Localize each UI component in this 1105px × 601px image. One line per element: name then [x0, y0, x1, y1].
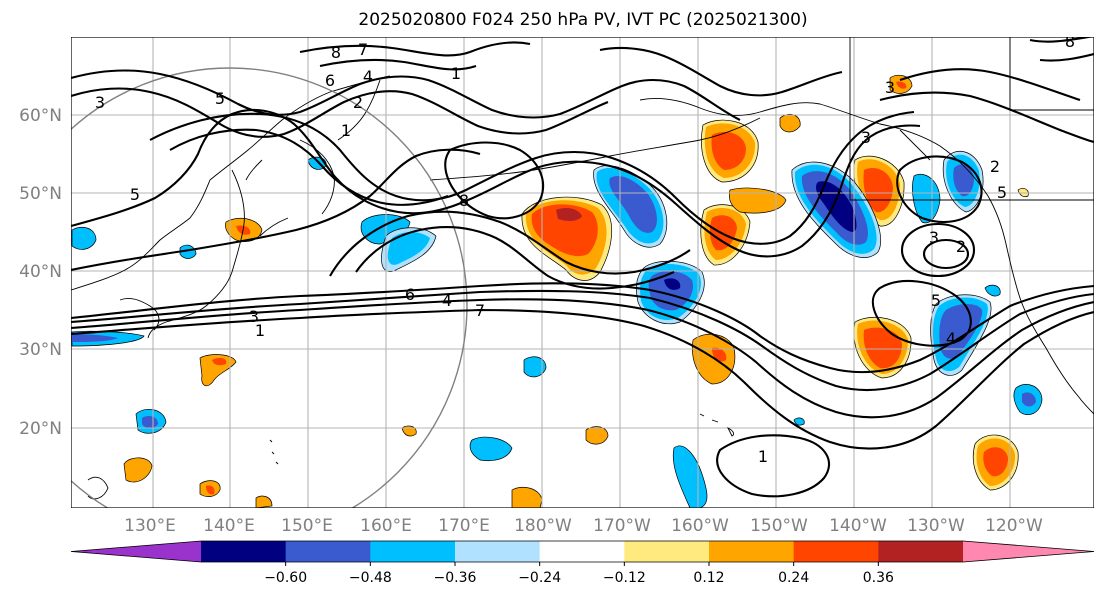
contour-label: 8	[1065, 32, 1075, 51]
colorbar-segment	[455, 541, 541, 562]
colorbar-tick-label: −0.12	[603, 570, 646, 586]
lon-label: 130°E	[124, 516, 176, 536]
lat-label: 60°N	[19, 106, 62, 126]
colorbar-segment	[539, 541, 625, 562]
contour-label: 7	[475, 301, 485, 320]
contour-label: 5	[997, 183, 1007, 202]
contour-label: 2	[353, 93, 363, 112]
contour-label: 3	[249, 307, 259, 326]
lat-label: 20°N	[19, 419, 62, 439]
colorbar-segment	[709, 541, 795, 562]
colorbar-tick-label: 0.12	[693, 570, 724, 586]
map-panel: 8 7 6 4 5 3 2 1 8 6 4 7 3 1 5 3 3 2 5 4 …	[71, 32, 1094, 508]
lon-label: 170°E	[438, 516, 490, 536]
colorbar-segment	[624, 541, 710, 562]
lon-label: 130°W	[907, 516, 965, 536]
contour-label: 7	[358, 40, 368, 59]
lon-label: 150°W	[750, 516, 808, 536]
colorbar-outline	[70, 540, 1095, 563]
colorbar: −0.60 −0.48 −0.36 −0.24 −0.12 0.12 0.24 0.36	[70, 540, 1095, 586]
lon-label: 160°E	[360, 516, 412, 536]
contour-label-layer: 8 7 6 4 5 3 2 1 8 6 4 7 3 1 5 3 3 2 5 4 …	[95, 32, 1075, 466]
contour-lines	[71, 37, 1094, 498]
contour-label: 1	[451, 64, 461, 83]
contour-label: 2	[956, 237, 966, 256]
colorbar-tick-label: −0.24	[518, 570, 561, 586]
colorbar-tick-label: 0.24	[778, 570, 809, 586]
contour-label: 4	[442, 291, 452, 310]
lon-label: 120°W	[985, 516, 1043, 536]
contour-label: 3	[95, 93, 105, 112]
colorbar-extend-low	[71, 541, 201, 562]
colorbar-segment	[285, 541, 371, 562]
lon-label: 170°W	[593, 516, 651, 536]
contour-label: 4	[946, 329, 956, 348]
lon-label: 160°W	[671, 516, 729, 536]
figure-title: 2025020800 F024 250 hPa PV, IVT PC (2025…	[358, 10, 807, 30]
contour-label: 1	[758, 447, 768, 466]
contour-label: 1	[341, 121, 351, 140]
pv-shading-layer	[71, 74, 1043, 508]
colorbar-segment	[370, 541, 456, 562]
contour-label: 5	[215, 89, 225, 108]
contour-label: 6	[405, 285, 415, 304]
colorbar-segment	[878, 541, 964, 562]
contour-label: 8	[459, 191, 469, 210]
contour-label: 3	[861, 128, 871, 147]
colorbar-extend-high	[963, 541, 1094, 562]
colorbar-tick-label: −0.60	[264, 570, 307, 586]
contour-label: 3	[929, 228, 939, 247]
contour-label: 8	[331, 43, 341, 62]
lon-label: 140°E	[203, 516, 255, 536]
colorbar-segment	[201, 541, 287, 562]
contour-label: 5	[130, 185, 140, 204]
colorbar-tick-label: 0.36	[863, 570, 894, 586]
longitude-labels: 130°E 140°E 150°E 160°E 170°E 180°W 170°…	[124, 516, 1043, 536]
contour-label: 6	[325, 71, 335, 90]
colorbar-tick-label: −0.48	[349, 570, 392, 586]
colorbar-tick-label: −0.36	[434, 570, 477, 586]
colorbar-segment	[793, 541, 879, 562]
lat-label: 40°N	[19, 262, 62, 282]
lat-label: 30°N	[19, 340, 62, 360]
contour-label: 5	[931, 291, 941, 310]
lat-label: 50°N	[19, 184, 62, 204]
contour-label: 2	[990, 157, 1000, 176]
great-circle-ring	[71, 67, 468, 508]
contour-label: 3	[885, 78, 895, 97]
coastlines	[71, 37, 1094, 500]
contour-label: 1	[255, 321, 265, 340]
lon-label: 140°W	[829, 516, 887, 536]
lon-label: 150°E	[281, 516, 333, 536]
lon-label: 180°W	[514, 516, 572, 536]
latitude-labels: 60°N 50°N 40°N 30°N 20°N	[19, 106, 62, 439]
contour-label: 4	[363, 67, 373, 86]
